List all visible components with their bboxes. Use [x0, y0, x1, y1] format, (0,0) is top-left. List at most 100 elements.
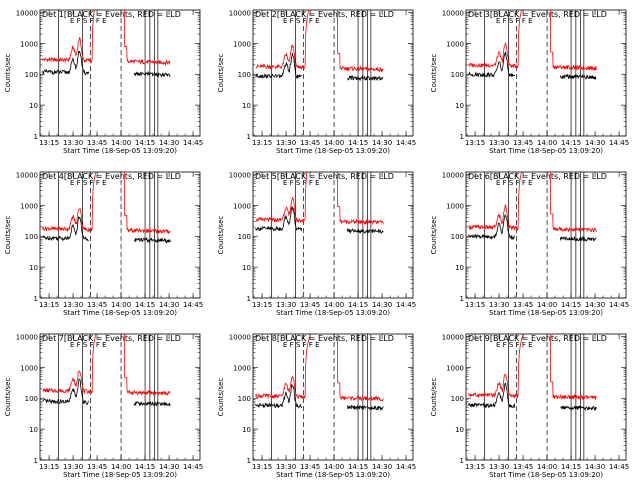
- y-tick-label: 1000: [20, 40, 38, 48]
- x-tick-label: 13:45: [513, 301, 533, 309]
- x-tick-label: 14:15: [135, 301, 155, 309]
- series-events: [255, 384, 384, 411]
- x-tick-label: 14:15: [561, 139, 581, 147]
- x-axis-label: Start Time (18-Sep-05 13:09:20): [276, 471, 390, 479]
- x-tick-label: 14:30: [159, 301, 179, 309]
- plot-frame: [252, 171, 414, 299]
- x-tick-label: 14:00: [324, 463, 344, 471]
- y-axis-label: Counts/sec: [217, 54, 225, 93]
- x-tick-label: 14:15: [348, 463, 368, 471]
- series-lld: [42, 10, 171, 67]
- y-tick-label: 1: [247, 133, 251, 141]
- x-tick-label: 14:30: [585, 301, 605, 309]
- y-tick-label: 1: [247, 295, 251, 303]
- panel-title: Det 4[BLACK = Events, RED = LLD: [42, 172, 181, 181]
- y-tick-label: 10000: [16, 333, 38, 341]
- x-tick-label: 14:15: [135, 463, 155, 471]
- y-tick-label: 10000: [229, 9, 251, 17]
- x-tick-label: 13:45: [87, 463, 107, 471]
- marker-labels: E F S F F E: [496, 179, 533, 187]
- series-events: [255, 53, 384, 82]
- series-lld: [468, 334, 597, 401]
- x-tick-label: 14:00: [537, 139, 557, 147]
- x-tick-label: 14:30: [372, 463, 392, 471]
- y-tick-label: 100: [238, 395, 251, 403]
- plot-frame: [39, 9, 201, 137]
- y-tick-label: 10: [29, 426, 38, 434]
- y-tick-label: 100: [451, 233, 464, 241]
- y-tick-label: 10: [242, 102, 251, 110]
- x-tick-label: 13:45: [87, 301, 107, 309]
- y-tick-label: 10: [242, 426, 251, 434]
- y-tick-label: 10000: [16, 171, 38, 179]
- y-tick-label: 100: [238, 71, 251, 79]
- y-axis-label: Counts/sec: [4, 216, 12, 255]
- x-tick-label: 14:30: [585, 463, 605, 471]
- x-tick-label: 14:00: [537, 463, 557, 471]
- x-tick-label: 14:00: [111, 139, 131, 147]
- x-tick-label: 14:45: [183, 301, 203, 309]
- x-tick-label: 13:30: [63, 463, 83, 471]
- y-tick-label: 1: [460, 457, 464, 465]
- marker-labels: E F S F F E: [70, 179, 107, 187]
- y-tick-label: 1000: [446, 202, 464, 210]
- x-tick-label: 13:45: [300, 139, 320, 147]
- x-tick-label: 14:45: [183, 139, 203, 147]
- y-tick-label: 1000: [446, 40, 464, 48]
- panel-title: Det 7[BLACK = Events, RED = LLD: [42, 334, 181, 343]
- y-tick-label: 100: [25, 395, 38, 403]
- x-axis-label: Start Time (18-Sep-05 13:09:20): [489, 147, 603, 155]
- x-tick-label: 13:45: [300, 301, 320, 309]
- x-tick-label: 13:15: [465, 463, 485, 471]
- panel-title: Det 6[BLACK = Events, RED = LLD: [468, 172, 607, 181]
- x-tick-label: 13:30: [489, 139, 509, 147]
- x-tick-label: 14:15: [135, 139, 155, 147]
- y-tick-label: 100: [25, 71, 38, 79]
- panel-title: Det 8[BLACK = Events, RED = LLD: [255, 334, 394, 343]
- y-tick-label: 10000: [442, 9, 464, 17]
- panel-title: Det 1[BLACK = Events, RED = LLD: [42, 10, 181, 19]
- y-axis-label: Counts/sec: [430, 54, 438, 93]
- x-tick-label: 14:15: [561, 301, 581, 309]
- series-events: [468, 51, 597, 80]
- y-axis-label: Counts/sec: [430, 216, 438, 255]
- x-tick-label: 13:30: [276, 301, 296, 309]
- y-tick-label: 10000: [442, 333, 464, 341]
- y-tick-label: 10000: [16, 9, 38, 17]
- x-tick-label: 14:45: [396, 139, 416, 147]
- x-tick-label: 13:30: [276, 463, 296, 471]
- marker-labels: E F S F F E: [283, 17, 320, 25]
- y-axis-label: Counts/sec: [217, 378, 225, 417]
- plot-frame: [39, 171, 201, 299]
- y-tick-label: 1: [34, 457, 38, 465]
- y-tick-label: 1000: [233, 364, 251, 372]
- y-tick-label: 100: [25, 233, 38, 241]
- y-tick-label: 10: [455, 264, 464, 272]
- y-axis-label: Counts/sec: [430, 378, 438, 417]
- plot-frame: [252, 9, 414, 137]
- y-axis-label: Counts/sec: [217, 216, 225, 255]
- x-tick-label: 14:00: [324, 301, 344, 309]
- series-lld: [255, 172, 384, 226]
- x-tick-label: 13:30: [63, 139, 83, 147]
- plot-frame: [252, 333, 414, 461]
- y-tick-label: 1: [34, 295, 38, 303]
- x-tick-label: 14:45: [609, 463, 629, 471]
- x-tick-label: 13:45: [300, 463, 320, 471]
- x-tick-label: 13:15: [465, 301, 485, 309]
- x-tick-label: 14:00: [111, 463, 131, 471]
- y-tick-label: 1000: [233, 202, 251, 210]
- y-tick-label: 1000: [233, 40, 251, 48]
- y-tick-label: 10: [29, 102, 38, 110]
- y-tick-label: 10: [455, 102, 464, 110]
- y-tick-label: 1: [34, 133, 38, 141]
- series-events: [42, 50, 171, 78]
- y-tick-label: 1: [460, 295, 464, 303]
- x-tick-label: 13:15: [39, 463, 59, 471]
